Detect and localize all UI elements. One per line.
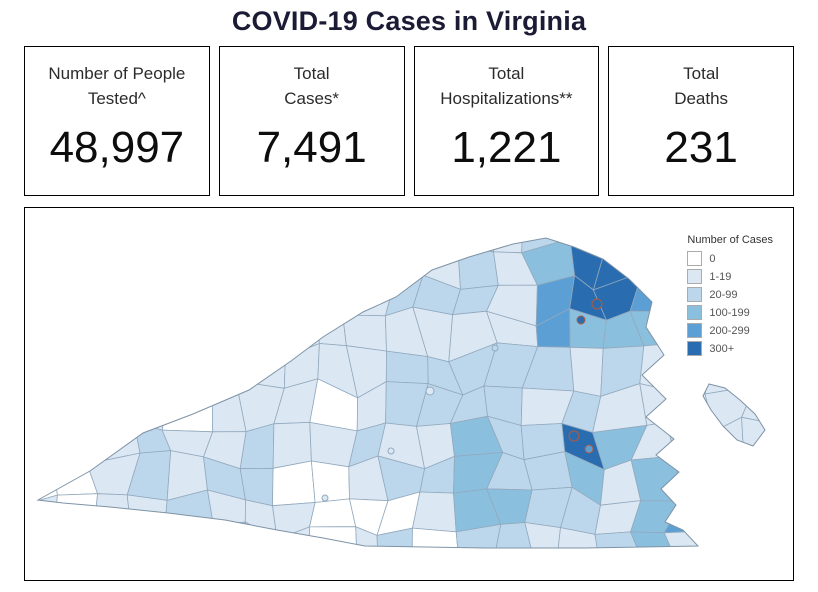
legend-item-2: 20-99 — [687, 287, 773, 302]
stat-label-line2: Deaths — [674, 88, 729, 108]
legend-item-5: 300+ — [687, 341, 773, 356]
stat-label-line2: Tested^ — [87, 88, 146, 108]
stat-label: Number of People Tested^ — [48, 62, 185, 111]
legend-item-3: 100-199 — [687, 305, 773, 320]
virginia-choropleth-map[interactable] — [25, 208, 793, 580]
legend-swatch-2 — [687, 287, 703, 302]
stat-label: Total Cases* — [284, 62, 339, 111]
dashboard-title: COVID-19 Cases in Virginia — [231, 6, 587, 36]
legend-item-0: 0 — [687, 251, 773, 266]
stat-label-line2: Cases* — [284, 88, 340, 108]
stat-label-line1: Total — [293, 64, 330, 83]
stat-card-total-hospitalizations: Total Hospitalizations** 1,221 — [413, 46, 600, 196]
county-cells[interactable] — [25, 208, 793, 580]
stat-label: Total Deaths — [674, 62, 728, 111]
stat-label-line2: Hospitalizations** — [440, 88, 573, 108]
legend-title: Number of Cases — [687, 234, 773, 246]
stat-value-total-hospitalizations: 1,221 — [451, 123, 562, 173]
stat-label-line1: Total — [488, 64, 525, 83]
legend-label-4: 200-299 — [709, 324, 750, 337]
legend-label-2: 20-99 — [709, 288, 738, 301]
legend-label-1: 1-19 — [709, 270, 732, 283]
stat-card-total-deaths: Total Deaths 231 — [608, 46, 794, 196]
legend-swatch-3 — [687, 305, 703, 320]
stat-value-total-cases: 7,491 — [256, 123, 367, 173]
kpi-row: Number of People Tested^ 48,997 Total Ca… — [24, 46, 794, 196]
map-legend: Number of Cases 0 1-19 20-99 100-199 200… — [683, 232, 777, 361]
legend-swatch-1 — [687, 269, 703, 284]
stat-card-people-tested: Number of People Tested^ 48,997 — [24, 46, 210, 196]
state-outline — [36, 237, 700, 549]
legend-label-3: 100-199 — [709, 306, 750, 319]
legend-item-1: 1-19 — [687, 269, 773, 284]
legend-label-5: 300+ — [709, 342, 735, 355]
legend-swatch-4 — [687, 323, 703, 338]
eastern-shore-outline — [702, 383, 766, 447]
legend-item-4: 200-299 — [687, 323, 773, 338]
stat-card-total-cases: Total Cases* 7,491 — [218, 46, 405, 196]
stat-label: Total Hospitalizations** — [440, 62, 572, 111]
map-panel: Number of Cases 0 1-19 20-99 100-199 200… — [24, 207, 794, 581]
legend-label-0: 0 — [709, 252, 716, 265]
stat-label-line1: Total — [683, 64, 720, 83]
stat-value-people-tested: 48,997 — [49, 123, 185, 173]
stat-value-total-deaths: 231 — [664, 123, 738, 173]
legend-swatch-0 — [687, 251, 703, 266]
legend-swatch-5 — [687, 341, 703, 356]
stat-label-line1: Number of People — [48, 64, 186, 83]
